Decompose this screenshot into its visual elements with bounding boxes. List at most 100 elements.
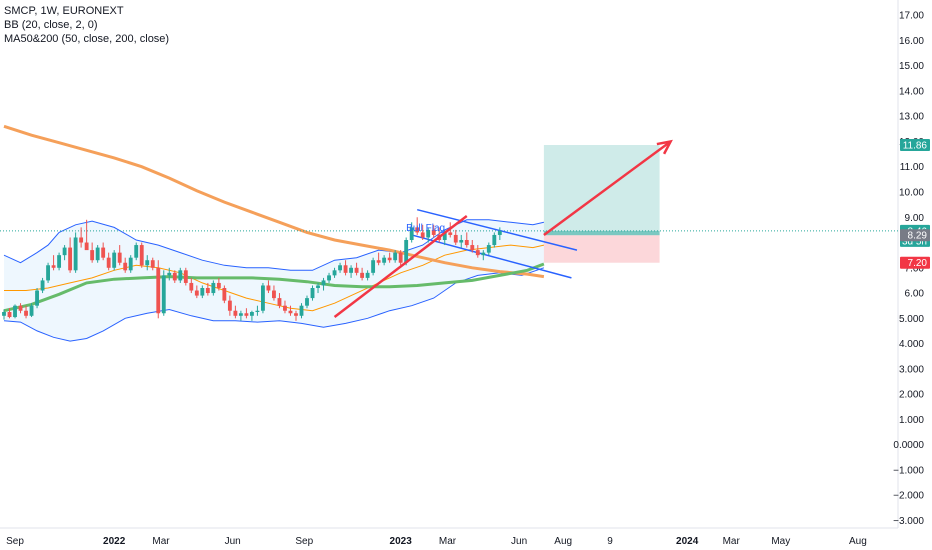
y-tick-label: 11.00 [900,162,925,173]
candle-body [183,270,188,283]
candle-body [244,313,249,316]
candle-body [13,305,17,318]
chart-legend: SMCP, 1W, EURONEXT BB (20, close, 2, 0) … [4,4,169,46]
candle-body [57,255,62,268]
candle-body [7,312,12,318]
candle-body [35,290,39,306]
y-tick-label: 0.0000 [893,440,924,451]
x-tick-label: Sep [6,536,24,547]
legend-moving-averages: MA50&200 (50, close, 200, close) [4,33,170,45]
flag-upper-line [417,208,578,251]
price-badge-value: 11.86 [903,141,928,152]
x-tick-label: Jun [511,536,527,547]
candle-body [338,265,342,271]
candle-body [371,260,376,273]
candle-body [106,257,111,268]
candle-body [448,232,453,235]
candle-body [51,265,56,268]
candle-body [415,227,420,233]
candle-body [470,245,475,251]
candle-body [24,310,28,316]
candle-body [497,230,502,235]
candle-body [178,270,183,281]
candle-body [376,260,381,263]
x-tick-label: 9 [607,536,613,547]
candle-body [283,305,287,311]
candle-body [233,310,238,316]
y-tick-label: 10.00 [899,188,924,199]
candle-body [139,245,144,266]
candle-body [216,282,221,288]
candle-body [73,237,78,271]
candle-body [194,290,199,296]
y-tick-label: 16.00 [899,36,924,47]
candle-body [349,267,354,273]
y-tick-label: −3.000 [893,516,924,527]
legend-symbol: SMCP, 1W, EURONEXT [4,5,124,17]
candle-body [475,250,480,256]
candle-body [101,247,106,258]
y-tick-label: −1.000 [893,465,924,476]
ma200-line [3,124,545,279]
y-tick-label: 17.00 [899,11,924,22]
flagpole-arrow-line [333,215,468,319]
candle-body [222,288,227,301]
candle-body [453,234,458,243]
candle-body [40,280,45,291]
candle-body [393,252,398,261]
candle-body [492,234,497,246]
y-tick-label: 5.000 [899,314,924,325]
y-tick-label: −2.000 [893,491,924,502]
candle-body [316,285,320,288]
candle-body [112,252,117,268]
candle-body [227,300,232,311]
candle-body [161,275,166,314]
y-tick-label: 1.000 [899,415,924,426]
flag-lower-line [411,234,572,279]
x-tick-label: Mar [152,536,170,547]
candle-body [189,282,194,291]
candle-body [150,260,155,268]
price-badge-countdown: 3d 5h [902,236,927,247]
candle-body [84,242,89,251]
candle-body [365,272,370,278]
x-tick-label: 2022 [103,536,126,547]
candle-body [18,305,23,311]
ma50-line [3,262,545,313]
y-tick-label: 6.00 [905,289,925,300]
price-badge [900,256,930,269]
open-profit-zone [543,230,660,236]
candle-body [382,257,387,263]
x-tick-label: Aug [554,536,572,547]
candle-body [255,310,260,312]
y-tick-label: 14.00 [899,86,924,97]
price-badge [900,139,930,152]
candle-body [332,270,337,276]
candle-body [486,245,491,253]
candle-body [266,285,271,291]
candle-body [459,240,464,243]
candle-body [117,252,122,263]
x-tick-label: Sep [295,536,313,547]
candle-body [156,267,161,314]
x-tick-label: Mar [439,536,457,547]
candle-body [261,285,265,311]
candle-body [321,280,326,286]
candle-body [360,272,365,278]
candle-body [62,247,67,256]
candle-body [387,257,392,261]
candle-body [442,232,447,240]
candle-body [299,305,304,316]
x-tick-label: Mar [723,536,741,547]
candle-body [404,240,409,263]
candle-body [238,313,243,316]
candle-body [305,298,309,306]
candle-body [95,247,100,261]
y-tick-label: 9.00 [905,213,925,224]
price-badge [900,229,930,242]
target-arrow-head [656,139,673,155]
candle-body [134,245,139,258]
candle-body [145,260,150,266]
candle-body [211,282,216,294]
